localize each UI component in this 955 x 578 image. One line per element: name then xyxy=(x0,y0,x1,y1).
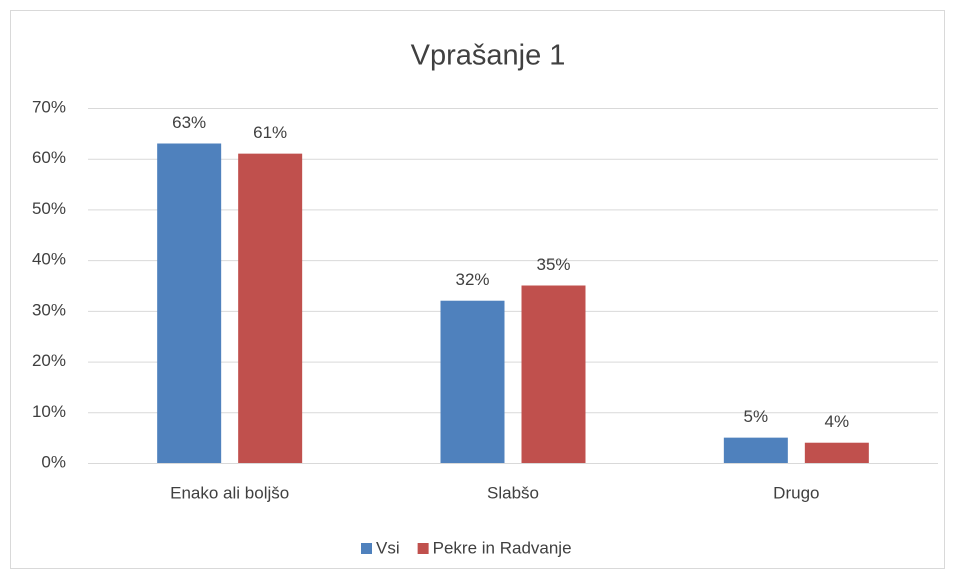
x-tick-label: Drugo xyxy=(773,483,819,502)
chart-title: Vprašanje 1 xyxy=(411,40,566,72)
data-label: 32% xyxy=(455,270,489,289)
bar xyxy=(157,143,222,463)
bar xyxy=(238,153,303,463)
y-tick-label: 60% xyxy=(32,148,66,167)
legend-label: Pekre in Radvanje xyxy=(433,538,572,557)
legend-label: Vsi xyxy=(376,538,400,557)
data-label: 5% xyxy=(744,407,769,426)
data-label: 35% xyxy=(536,255,570,274)
y-tick-label: 70% xyxy=(32,97,66,116)
x-tick-label: Enako ali boljšo xyxy=(170,483,289,502)
legend-swatch xyxy=(361,543,372,554)
y-tick-label: 0% xyxy=(41,452,66,471)
bar xyxy=(804,442,869,463)
data-label: 61% xyxy=(253,123,287,142)
y-tick-label: 30% xyxy=(32,300,66,319)
y-tick-label: 50% xyxy=(32,199,66,218)
y-tick-label: 10% xyxy=(32,402,66,421)
data-label: 4% xyxy=(825,412,850,431)
bar xyxy=(723,437,788,463)
bar xyxy=(440,300,505,463)
x-tick-label: Slabšo xyxy=(487,483,539,502)
y-tick-label: 20% xyxy=(32,351,66,370)
bar xyxy=(521,285,586,463)
y-tick-label: 40% xyxy=(32,250,66,269)
legend-swatch xyxy=(417,543,429,554)
data-label: 63% xyxy=(172,113,206,132)
